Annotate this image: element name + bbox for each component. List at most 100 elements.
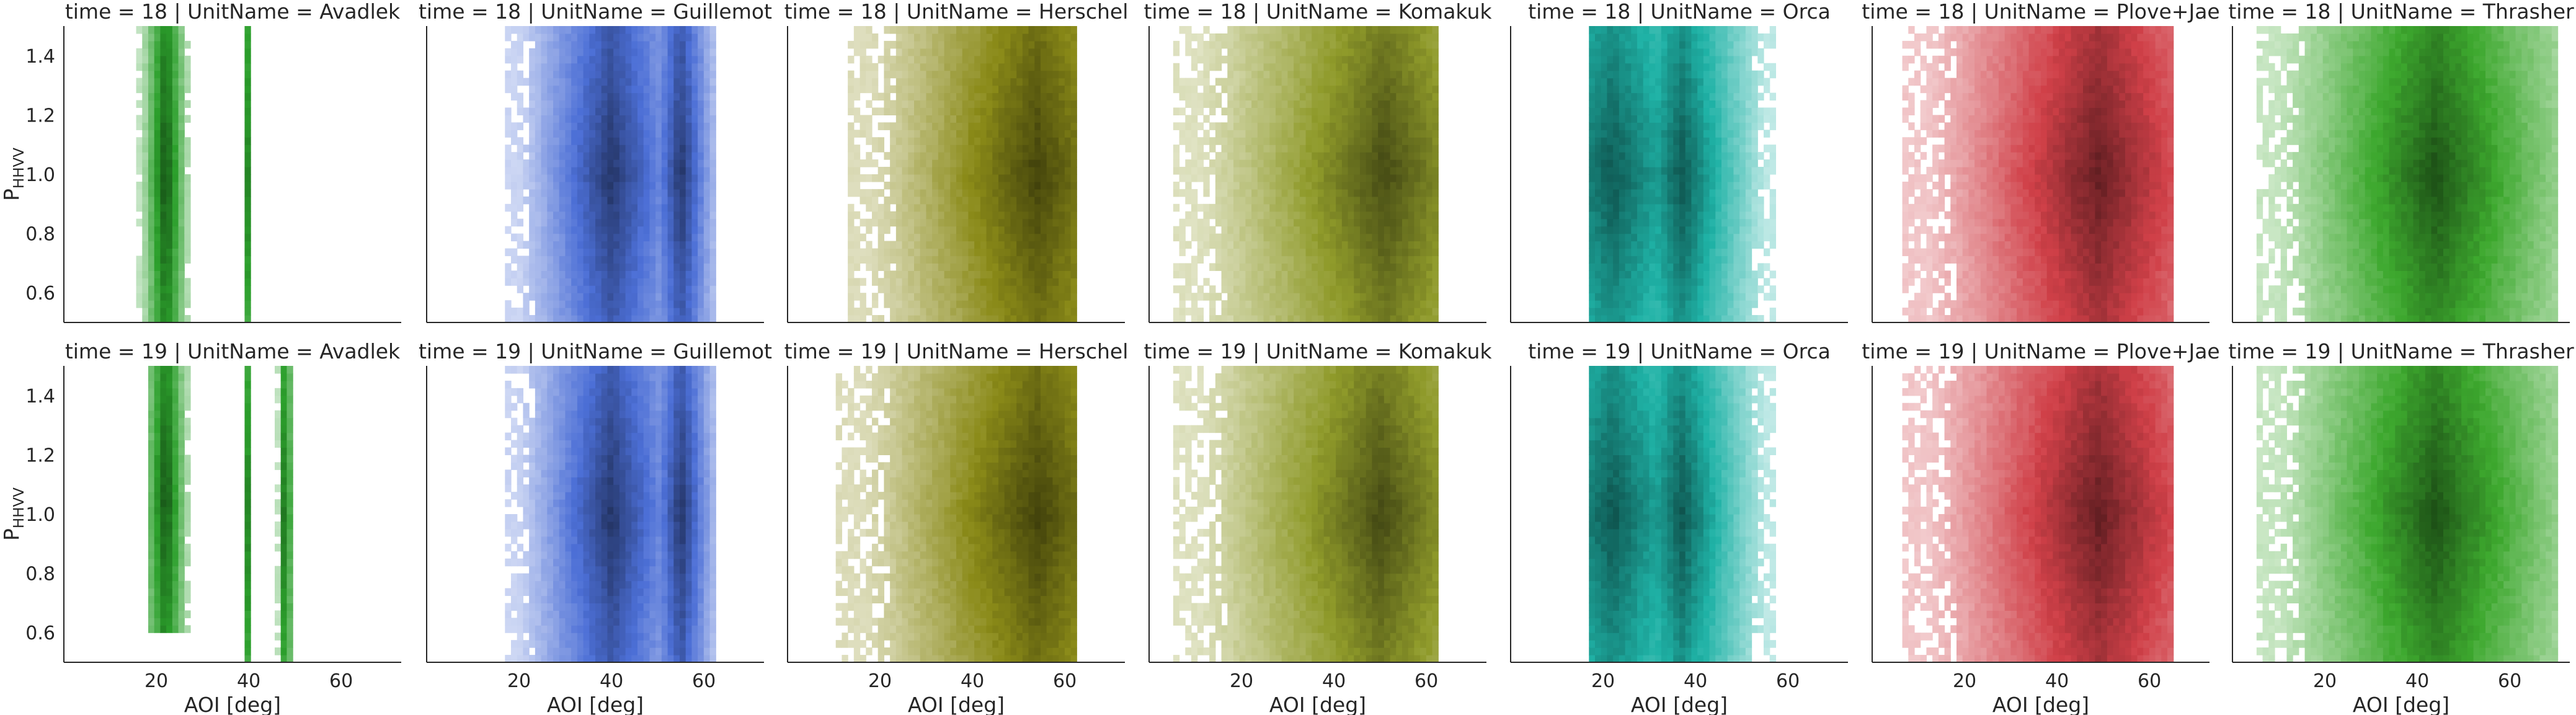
- density-cell: [1402, 40, 1409, 49]
- density-cell: [1589, 137, 1596, 145]
- density-cell: [914, 263, 921, 271]
- density-cell: [1312, 211, 1318, 220]
- density-cell: [607, 189, 614, 197]
- density-cell: [1414, 285, 1421, 293]
- density-cell: [1330, 55, 1336, 64]
- density-cell: [1318, 159, 1325, 167]
- density-cell: [866, 218, 873, 227]
- density-cell: [703, 263, 711, 271]
- density-cell: [1251, 181, 1258, 190]
- density-cell: [535, 48, 542, 56]
- density-cell: [1318, 40, 1325, 49]
- density-cell: [1595, 300, 1602, 308]
- density-cell: [517, 270, 524, 278]
- density-cell: [571, 70, 578, 79]
- density-cell: [998, 100, 1005, 109]
- density-cell: [1396, 115, 1403, 123]
- density-cell: [577, 233, 584, 242]
- density-cell: [691, 315, 698, 323]
- density-cell: [583, 226, 590, 234]
- density-cell: [1245, 174, 1252, 182]
- density-cell: [968, 278, 975, 286]
- density-cell: [1016, 122, 1023, 130]
- density-cell: [848, 174, 855, 182]
- density-cell: [166, 211, 173, 220]
- density-cell: [1046, 203, 1054, 212]
- density-cell: [1294, 78, 1300, 86]
- density-cell: [154, 189, 161, 197]
- density-cell: [914, 100, 921, 109]
- density-cell: [890, 315, 897, 323]
- density-cell: [1191, 203, 1198, 212]
- density-cell: [1402, 315, 1409, 323]
- density-cell: [571, 63, 578, 71]
- density-cell: [1372, 226, 1379, 234]
- density-cell: [1607, 285, 1614, 293]
- density-cell: [992, 308, 999, 316]
- density-cell: [643, 203, 651, 212]
- density-cell: [944, 255, 951, 264]
- density-cell: [908, 181, 915, 190]
- density-cell: [583, 107, 590, 115]
- density-cell: [950, 263, 957, 271]
- density-cell: [1287, 33, 1294, 42]
- density-cell: [1191, 196, 1198, 205]
- density-cell: [866, 226, 873, 234]
- density-cell: [1323, 40, 1331, 49]
- density-cell: [1221, 33, 1228, 42]
- density-cell: [680, 144, 686, 153]
- density-cell: [547, 226, 554, 234]
- density-cell: [1251, 189, 1258, 197]
- density-cell: [1323, 203, 1331, 212]
- density-cell: [1613, 152, 1620, 160]
- density-cell: [914, 92, 921, 101]
- density-cell: [1341, 300, 1349, 308]
- density-cell: [142, 196, 149, 205]
- density-cell: [589, 203, 596, 212]
- density-cell: [1191, 144, 1198, 153]
- density-cell: [932, 55, 939, 64]
- density-cell: [178, 203, 185, 212]
- density-cell: [1432, 26, 1439, 34]
- density-cell: [547, 218, 554, 227]
- density-cell: [178, 308, 185, 316]
- density-cell: [667, 241, 674, 249]
- density-cell: [583, 203, 590, 212]
- density-cell: [944, 263, 951, 271]
- density-cell: [980, 315, 987, 323]
- density-cell: [601, 144, 608, 153]
- density-cell: [1613, 285, 1620, 293]
- density-cell: [1299, 144, 1307, 153]
- density-cell: [1215, 92, 1222, 101]
- density-cell: [992, 233, 999, 242]
- density-cell: [244, 107, 251, 115]
- density-cell: [1402, 218, 1409, 227]
- density-cell: [571, 137, 578, 145]
- density-cell: [511, 181, 518, 190]
- density-cell: [244, 189, 251, 197]
- density-cell: [637, 300, 644, 308]
- density-cell: [950, 300, 957, 308]
- density-cell: [523, 241, 530, 249]
- density-cell: [1613, 203, 1620, 212]
- density-cell: [517, 122, 524, 130]
- density-cell: [1414, 152, 1421, 160]
- density-cell: [680, 241, 686, 249]
- density-cell: [980, 285, 987, 293]
- density-cell: [998, 137, 1005, 145]
- density-cell: [661, 203, 668, 212]
- density-cell: [571, 300, 578, 308]
- density-cell: [848, 55, 855, 64]
- density-cell: [866, 40, 873, 49]
- density-cell: [649, 78, 656, 86]
- density-cell: [691, 107, 698, 115]
- density-cell: [1028, 100, 1035, 109]
- density-cell: [637, 181, 644, 190]
- density-cell: [703, 278, 711, 286]
- density-cell: [938, 315, 945, 323]
- density-cell: [902, 278, 908, 286]
- density-cell: [1028, 167, 1035, 175]
- density-cell: [1414, 55, 1421, 64]
- density-cell: [709, 226, 716, 234]
- density-cell: [1312, 63, 1318, 71]
